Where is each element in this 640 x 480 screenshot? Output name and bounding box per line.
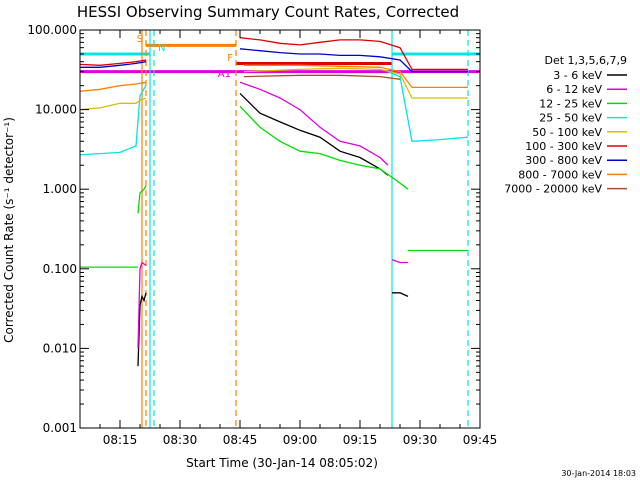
legend-entry-0: 3 - 6 keV <box>553 69 602 82</box>
x-axis-label: Start Time (30-Jan-14 08:05:02) <box>186 456 378 470</box>
x-tick-label: 08:45 <box>223 433 258 447</box>
plot-content <box>80 30 480 428</box>
legend-entry-5: 100 - 300 keV <box>525 140 602 153</box>
x-tick-label: 09:30 <box>403 433 438 447</box>
series-line-2-2 <box>239 105 409 190</box>
legend-entry-1: 6 - 12 keV <box>546 83 602 96</box>
x-tick-label: 08:30 <box>163 433 198 447</box>
y-tick-label: 1.000 <box>43 182 77 196</box>
x-tick-label: 08:15 <box>103 433 138 447</box>
y-tick-label: 0.100 <box>43 262 77 276</box>
y-tick-label: 0.001 <box>43 421 77 435</box>
y-tick-label: 10.000 <box>35 103 77 117</box>
y-tick-label: 100.000 <box>27 23 77 37</box>
series-line-1-2 <box>391 259 408 264</box>
annotation-a1: A1 <box>218 69 231 80</box>
y-tick-label: 0.010 <box>43 341 77 355</box>
chart-title: HESSI Observing Summary Count Rates, Cor… <box>77 3 459 21</box>
legend-title: Det 1,3,5,6,7,9 <box>544 54 627 67</box>
series-line-6-0 <box>80 61 147 68</box>
legend-entry-2: 12 - 25 keV <box>539 97 602 110</box>
y-axis-label: Corrected Count Rate (s⁻¹ detector⁻¹) <box>2 117 16 343</box>
timestamp: 30-Jan-2014 18:03 <box>561 469 636 478</box>
x-tick-label: 09:45 <box>463 433 498 447</box>
series-line-0-1 <box>239 92 389 176</box>
y-axis: 0.001 0.010 0.100 1.000 10.000 100.000 <box>27 23 480 435</box>
series-line-5-0 <box>80 59 147 66</box>
series-line-3-1 <box>387 70 469 142</box>
series-line-4-0 <box>80 97 147 111</box>
legend-entry-3: 25 - 50 keV <box>539 112 602 125</box>
series-line-1-0 <box>137 261 147 349</box>
legend-entry-6: 300 - 800 keV <box>525 154 602 167</box>
legend-entry-4: 50 - 100 keV <box>532 126 602 139</box>
series-line-1-1 <box>239 81 389 166</box>
plot-area: S N F A1 <box>79 29 481 429</box>
annotation-n: N <box>158 43 165 54</box>
series-line-2-1 <box>137 185 147 214</box>
series-line-8-0 <box>243 74 401 80</box>
x-tick-label: 09:15 <box>343 433 378 447</box>
series-line-6-1 <box>239 48 468 73</box>
x-axis: 08:15 08:30 08:45 09:00 09:15 09:30 09:45 <box>99 30 498 447</box>
series-line-7-1 <box>244 64 468 89</box>
plot-frame <box>79 29 481 429</box>
series-line-5-1 <box>239 37 468 71</box>
legend-entry-8: 7000 - 20000 keV <box>504 183 602 196</box>
series-line-7-0 <box>80 81 147 92</box>
annotation-s: S <box>137 34 143 45</box>
series-line-0-2 <box>392 292 409 297</box>
series-line-0-0 <box>137 292 147 367</box>
series-line-3-0 <box>80 85 147 156</box>
series-line-4-1 <box>243 67 468 99</box>
annotation-f: F <box>227 53 233 64</box>
x-tick-label: 09:00 <box>283 433 318 447</box>
legend-entry-7: 800 - 7000 keV <box>518 168 602 181</box>
